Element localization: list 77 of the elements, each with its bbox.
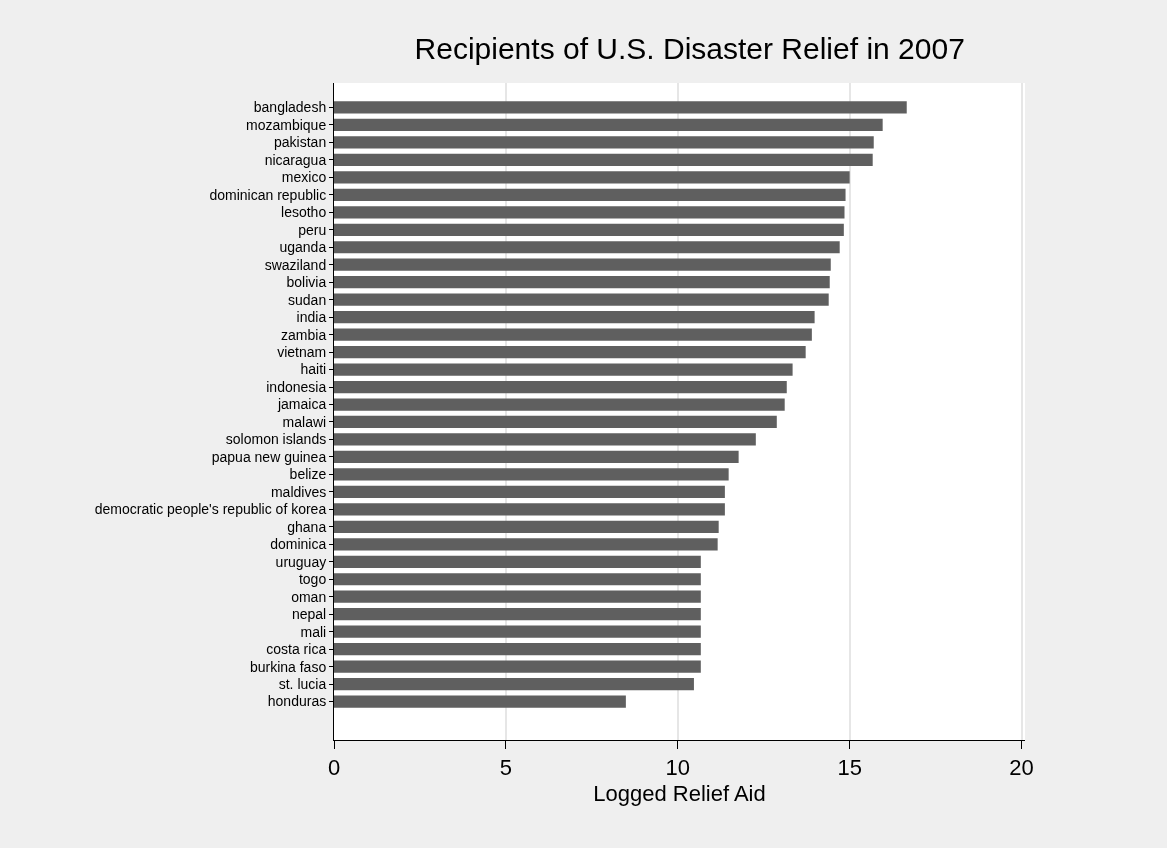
bar <box>334 293 829 306</box>
x-tick-label: 10 <box>665 755 691 781</box>
bar <box>334 415 777 429</box>
bar <box>334 555 701 568</box>
bar <box>334 573 701 586</box>
y-tick-label: democratic people's republic of korea <box>94 501 327 518</box>
bar <box>334 258 831 271</box>
bar <box>334 153 873 166</box>
y-tick-label: dominican republic <box>209 186 327 203</box>
y-tick-label: nicaragua <box>264 151 327 168</box>
y-tick-label: jamaica <box>276 396 327 413</box>
chart-title: Recipients of U.S. Disaster Relief in 2007 <box>414 32 965 66</box>
x-tick-label: 5 <box>499 755 513 781</box>
y-tick-label: uganda <box>279 239 327 256</box>
y-tick-label: mozambique <box>246 116 327 133</box>
y-tick-label: indonesia <box>266 378 327 395</box>
bar <box>334 363 793 376</box>
bar <box>334 101 907 114</box>
bar <box>334 608 701 621</box>
bar <box>334 118 883 132</box>
bar <box>334 380 787 394</box>
bar <box>334 538 718 551</box>
y-tick-label: zambia <box>281 326 327 343</box>
y-tick-label: papua new guinea <box>211 448 327 465</box>
bar <box>334 677 694 691</box>
y-tick-label: swaziland <box>264 256 327 273</box>
bar <box>334 398 785 411</box>
y-tick-label: bolivia <box>286 274 327 291</box>
y-tick-label: burkina faso <box>249 658 327 675</box>
y-tick-label: vietnam <box>277 343 327 360</box>
y-tick-label: nepal <box>291 606 327 623</box>
bar <box>334 660 701 673</box>
x-axis-title: Logged Relief Aid <box>593 781 766 807</box>
bar <box>334 188 846 201</box>
bar <box>334 503 725 516</box>
y-tick-label: belize <box>289 466 327 483</box>
y-tick-label: mexico <box>281 169 327 186</box>
bar <box>334 223 844 236</box>
bar <box>334 450 739 464</box>
bar <box>334 206 845 219</box>
y-tick-label: honduras <box>267 693 327 710</box>
y-tick-label: malawi <box>282 413 327 430</box>
bar <box>334 241 840 254</box>
bar <box>334 485 725 498</box>
bar <box>334 311 815 324</box>
y-tick-label: solomon islands <box>225 431 327 448</box>
bar <box>334 276 830 289</box>
y-tick-label: uruguay <box>275 553 327 570</box>
bar <box>334 328 812 341</box>
y-tick-label: dominica <box>270 536 327 553</box>
y-tick-label: ghana <box>287 518 327 535</box>
y-tick-label: sudan <box>288 291 327 308</box>
y-tick-label: costa rica <box>266 641 327 658</box>
x-tick-label: 20 <box>1009 755 1034 781</box>
y-tick-label: lesotho <box>281 204 327 221</box>
y-tick-label: mali <box>300 623 327 640</box>
bar <box>334 590 701 603</box>
bar <box>334 433 756 446</box>
y-tick-label: bangladesh <box>253 99 327 116</box>
x-tick-label: 0 <box>327 755 341 781</box>
y-tick-label: peru <box>298 221 327 238</box>
x-tick-label: 15 <box>837 755 862 781</box>
y-tick-label: oman <box>291 588 327 605</box>
y-tick-label: pakistan <box>274 134 327 151</box>
bar <box>334 625 701 638</box>
y-tick-label: haiti <box>300 361 327 378</box>
bar <box>334 695 626 708</box>
y-tick-label: india <box>296 309 327 326</box>
bar <box>334 345 806 359</box>
y-tick-label: maldives <box>270 483 327 500</box>
y-tick-label: st. lucia <box>278 675 327 692</box>
bar <box>334 520 719 533</box>
bar <box>334 171 850 184</box>
bar <box>334 468 729 481</box>
bar <box>334 136 874 149</box>
y-tick-label: togo <box>298 571 327 588</box>
bar <box>334 643 701 656</box>
